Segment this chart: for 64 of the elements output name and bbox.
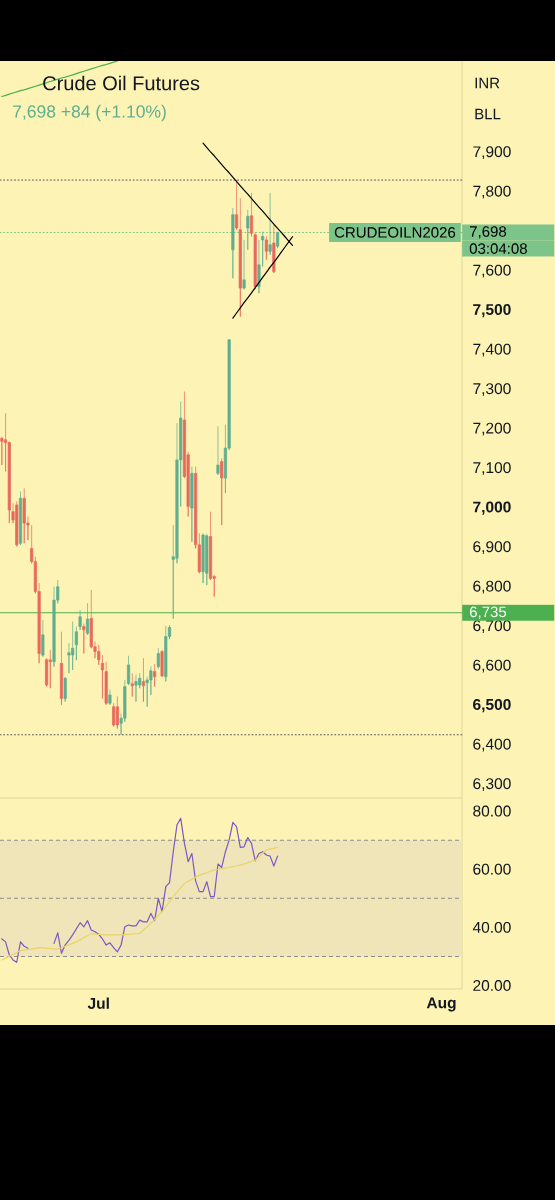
x-tick-label: Jul xyxy=(87,997,109,1009)
candlestick xyxy=(156,647,160,669)
y-tick-label: 6,300 xyxy=(473,778,511,791)
candlestick xyxy=(220,457,224,526)
y-tick-label: 6,500 xyxy=(473,698,511,713)
candlestick xyxy=(127,655,131,686)
candlestick xyxy=(272,224,276,274)
candlestick xyxy=(164,625,168,682)
annotation: CRUDEOILN2026 xyxy=(334,227,456,238)
y-tick-label: 7,600 xyxy=(473,264,511,278)
y-tick-label: 80.00 xyxy=(473,805,511,817)
y-tick-label: 6,900 xyxy=(473,541,511,554)
candlestick xyxy=(276,232,280,249)
text: BLL xyxy=(475,108,501,120)
candlestick xyxy=(18,491,23,546)
candlestick xyxy=(63,676,67,702)
candlestick xyxy=(246,209,250,251)
y-tick-label: 40.00 xyxy=(472,921,511,933)
candlestick xyxy=(86,602,90,636)
y-tick-label: 7,900 xyxy=(473,146,511,160)
y-tick-label: 7,000 xyxy=(473,501,511,515)
y-tick-label: 60.00 xyxy=(473,863,511,875)
candlestick xyxy=(264,236,268,261)
x-tick-label: Aug xyxy=(426,997,456,1012)
candlestick xyxy=(115,696,119,729)
candlestick xyxy=(268,192,272,256)
candlestick xyxy=(78,609,82,631)
candlestick xyxy=(48,649,52,689)
y-tick-label: 7,800 xyxy=(473,185,511,199)
candlestick xyxy=(216,425,220,476)
text: Crude Oil Futures xyxy=(43,75,200,91)
ref-line-label: 6,735 xyxy=(469,606,507,619)
text: INR xyxy=(475,77,500,89)
candlestick xyxy=(59,631,64,706)
y-tick-label: 7,100 xyxy=(473,462,511,475)
candlestick xyxy=(15,501,19,547)
candlestick xyxy=(71,621,75,671)
ref-line-label: 7,698 xyxy=(469,226,507,239)
y-tick-label: 6,400 xyxy=(473,738,511,752)
candlestick xyxy=(160,649,164,678)
candlestick xyxy=(201,533,205,584)
y-tick-label: 6,800 xyxy=(473,580,511,594)
y-tick-label: 6,600 xyxy=(473,659,511,673)
y-tick-label: 6,700 xyxy=(473,620,511,633)
candlestick xyxy=(22,487,26,544)
candlestick xyxy=(153,663,157,687)
candlestick xyxy=(130,672,134,697)
candlestick xyxy=(141,657,145,702)
candlestick xyxy=(205,533,209,586)
candlestick xyxy=(41,619,45,657)
y-tick-label: 7,200 xyxy=(473,422,511,436)
candlestick xyxy=(108,689,112,706)
text: 7,698 +84 (+1.10%) xyxy=(13,104,166,122)
candlestick xyxy=(74,626,78,661)
y-tick-label: 20.00 xyxy=(473,980,511,991)
candlestick xyxy=(231,207,235,279)
candlestick xyxy=(190,466,194,543)
candlestick xyxy=(242,239,246,290)
text: 03:04:08 xyxy=(469,243,527,254)
y-tick-label: 7,500 xyxy=(473,304,511,318)
candlestick xyxy=(82,623,86,654)
y-tick-label: 7,300 xyxy=(473,383,511,396)
y-tick-label: 7,400 xyxy=(473,343,511,357)
candlestick xyxy=(134,674,138,702)
